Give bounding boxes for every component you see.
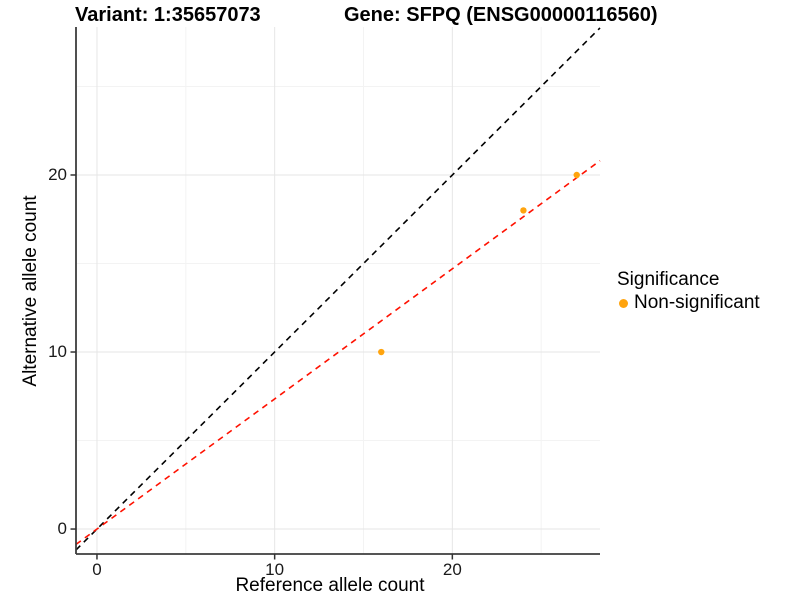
data-point — [520, 207, 527, 214]
legend-title: Significance — [617, 269, 720, 290]
y-tick-label: 20 — [48, 164, 67, 184]
x-tick-label: 20 — [442, 560, 462, 579]
identity-line — [75, 27, 601, 551]
gene-title: Gene: SFPQ (ENSG00000116560) — [344, 4, 658, 26]
legend-item: Non-significant — [617, 293, 760, 313]
x-axis-title: Reference allele count — [235, 575, 425, 596]
fit-line — [75, 160, 601, 546]
data-point — [573, 171, 580, 179]
legend-item-label: Non-significant — [634, 292, 760, 313]
x-tick-label: 0 — [92, 560, 102, 579]
y-tick-label: 10 — [48, 342, 67, 362]
x-tick-label: 10 — [265, 560, 285, 579]
y-tick-label: 0 — [57, 519, 67, 539]
data-point — [378, 348, 385, 356]
y-axis-title: Alternative allele count — [20, 195, 41, 387]
legend: Significance Non-significant — [617, 270, 760, 313]
variant-title: Variant: 1:35657073 — [75, 4, 261, 26]
legend-point-swatch-icon — [619, 298, 628, 308]
